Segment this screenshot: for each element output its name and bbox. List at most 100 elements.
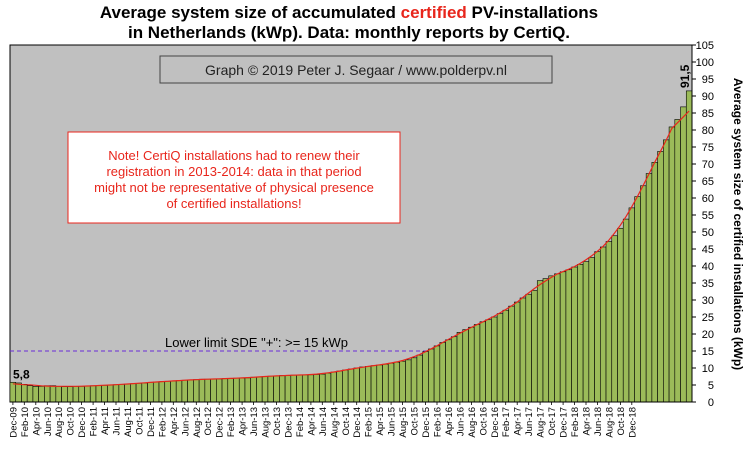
y-tick-label: 5: [708, 380, 714, 392]
x-tick-label: Feb-18: [570, 407, 581, 437]
x-tick-label: Jun-13: [249, 407, 260, 436]
bar: [238, 377, 246, 403]
bar: [565, 269, 572, 403]
bar: [622, 218, 630, 403]
bar: [118, 384, 125, 403]
bar: [508, 305, 515, 403]
y-tick-label: 85: [702, 108, 714, 120]
x-tick-label: Oct-15: [410, 407, 421, 436]
bar: [491, 316, 498, 403]
bar: [410, 357, 418, 403]
first-value-label: 5,8: [13, 367, 30, 381]
x-tick-label: Jun-17: [524, 407, 535, 436]
y-tick-label: 40: [702, 261, 714, 273]
bar: [181, 379, 188, 403]
last-value-label: 91,5: [678, 64, 692, 88]
x-tick-label: Jun-15: [387, 407, 398, 436]
bar: [49, 385, 57, 403]
x-tick-label: Apr-18: [582, 407, 593, 436]
bar: [147, 381, 154, 403]
x-tick-label: Dec-10: [77, 407, 88, 438]
bar: [605, 241, 613, 403]
bar: [450, 336, 458, 403]
y-tick-label: 10: [702, 363, 714, 375]
bar: [324, 372, 332, 403]
bar: [663, 139, 670, 403]
bar: [365, 365, 372, 403]
bar: [261, 376, 269, 403]
x-tick-label: Aug-11: [123, 407, 134, 437]
bar: [594, 251, 601, 403]
y-tick-label: 15: [702, 346, 714, 358]
x-tick-label: Jun-12: [180, 407, 191, 436]
chart-title-line1: Average system size of accumulated certi…: [100, 3, 598, 22]
y-tick-label: 30: [702, 295, 714, 307]
chart-title-line2: in Netherlands (kWp). Data: monthly repo…: [128, 23, 570, 42]
x-tick-label: Dec-11: [146, 407, 157, 437]
x-tick-label: Feb-10: [20, 407, 31, 437]
x-tick-label: Apr-14: [306, 407, 317, 436]
x-axis-ticks: Dec-09 Feb-10 Apr-10 Jun-10 Aug-10 Oct-10 Dec-…: [8, 402, 638, 438]
bar: [479, 321, 486, 403]
y-tick-label: 20: [702, 329, 714, 341]
bar: [445, 339, 452, 403]
x-tick-label: Oct-16: [478, 407, 489, 436]
y-tick-label: 105: [696, 40, 714, 52]
bar: [485, 319, 492, 403]
bar: [674, 119, 681, 403]
bar: [72, 386, 80, 403]
x-tick-label: Dec-12: [215, 407, 226, 438]
bar: [416, 354, 423, 403]
bar: [668, 126, 676, 403]
bar: [130, 383, 137, 403]
bar: [680, 106, 687, 403]
note-line-1: Note! CertiQ installations had to renew …: [108, 148, 360, 163]
y-tick-label: 90: [702, 91, 714, 103]
bar: [536, 280, 544, 403]
bar: [468, 326, 475, 403]
bar: [382, 363, 389, 403]
bar: [657, 151, 664, 403]
x-tick-label: Dec-18: [627, 407, 638, 438]
x-tick-label: Apr-11: [100, 407, 111, 435]
note-line-2: registration in 2013-2014: data in that …: [106, 164, 361, 179]
bar: [542, 278, 550, 403]
bar: [89, 385, 97, 403]
bar: [359, 366, 366, 403]
bar: [95, 385, 103, 403]
bar: [84, 385, 91, 403]
bar: [319, 373, 326, 403]
y-tick-label: 35: [702, 278, 714, 290]
y-tick-label: 70: [702, 159, 714, 171]
y-tick-label: 80: [702, 125, 714, 137]
bar: [204, 378, 211, 403]
bar: [21, 384, 28, 403]
bar: [152, 381, 160, 403]
bar: [628, 207, 635, 403]
y-tick-label: 75: [702, 142, 714, 154]
bar: [473, 324, 481, 403]
bar: [428, 348, 435, 403]
x-tick-label: Oct-11: [134, 407, 145, 435]
bar: [307, 374, 315, 403]
y-tick-label: 55: [702, 210, 714, 222]
x-tick-label: Aug-16: [467, 407, 478, 438]
bar: [279, 375, 286, 403]
bar: [61, 386, 68, 403]
bar: [250, 376, 257, 403]
bar: [617, 227, 624, 403]
credit-text: Graph © 2019 Peter J. Segaar / www.polde…: [205, 62, 507, 78]
x-tick-label: Aug-15: [398, 407, 409, 438]
bar: [370, 365, 378, 403]
bar: [519, 297, 527, 403]
x-tick-label: Apr-15: [375, 407, 386, 436]
bar: [267, 375, 274, 403]
bar: [502, 309, 509, 403]
bar: [422, 351, 429, 403]
x-tick-label: Feb-11: [89, 407, 100, 436]
bar: [548, 275, 555, 403]
bar: [170, 380, 177, 403]
x-tick-label: Feb-16: [433, 407, 444, 437]
bar: [599, 246, 607, 403]
bar: [284, 375, 292, 403]
